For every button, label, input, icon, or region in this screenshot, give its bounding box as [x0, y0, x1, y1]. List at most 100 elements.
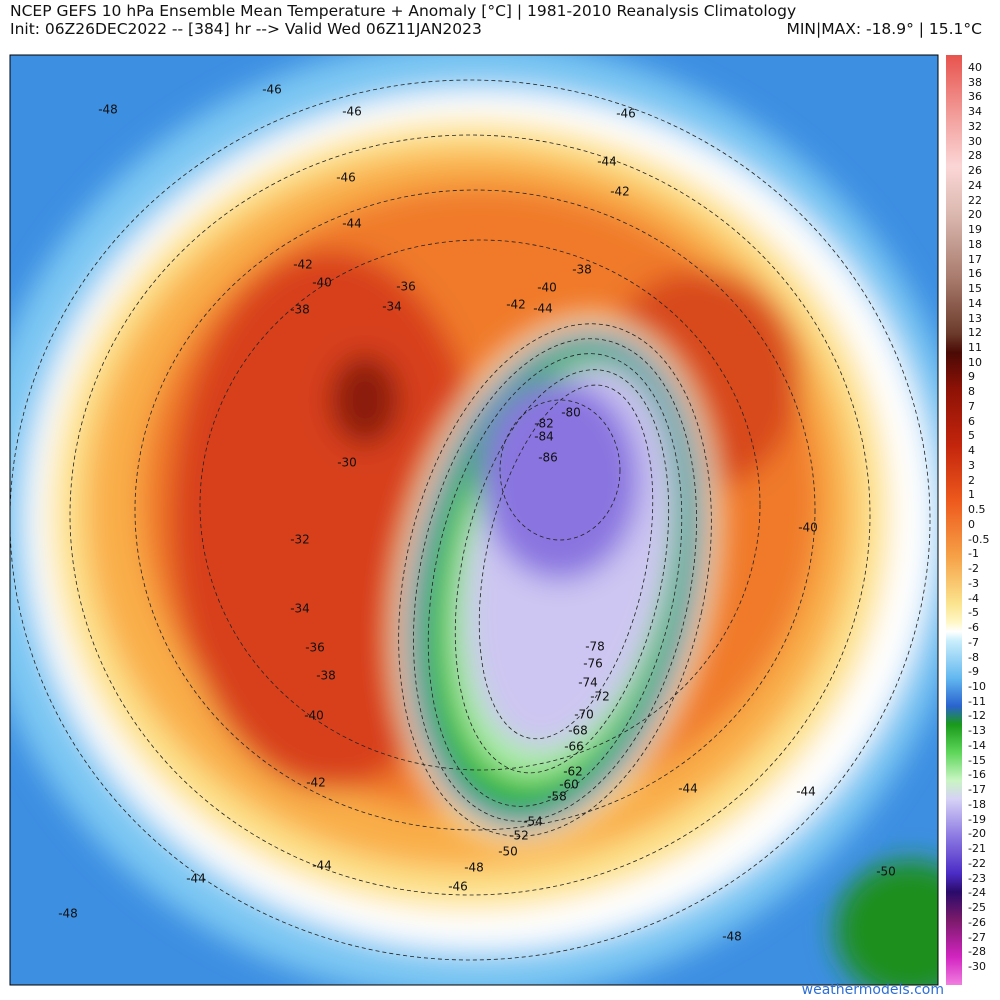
contour-label: -48: [98, 103, 118, 117]
contour-label: -50: [876, 865, 896, 879]
colorbar-label: 19: [968, 223, 982, 237]
colorbar-label: -3: [968, 576, 979, 590]
colorbar-label: -0.5: [968, 532, 990, 546]
colorbar-label: 16: [968, 267, 982, 281]
colorbar-label: 11: [968, 341, 982, 355]
colorbar-label: -18: [968, 797, 986, 811]
temperature-field: [10, 55, 938, 985]
colorbar-label: 2: [968, 473, 975, 487]
colorbar-label: -15: [968, 753, 986, 767]
contour-label: -50: [498, 845, 518, 859]
contour-label: -58: [547, 790, 567, 804]
colorbar-label: -14: [968, 738, 986, 752]
contour-label: -74: [578, 676, 598, 690]
contour-label: -42: [506, 298, 526, 312]
contours: [10, 79, 931, 961]
contour-label: -34: [290, 602, 310, 616]
contour-label: -72: [590, 690, 610, 704]
contour-label: -80: [561, 406, 581, 420]
colorbar-label: 15: [968, 282, 982, 296]
colorbar-label: 28: [968, 149, 982, 163]
contour-label: -36: [396, 280, 416, 294]
colorbar-label: 24: [968, 178, 982, 192]
contour-label: -42: [293, 258, 313, 272]
colorbar-label: -24: [968, 886, 986, 900]
colorbar-label: 7: [968, 399, 975, 413]
contour-label: -54: [523, 815, 543, 829]
colorbar-label: 14: [968, 296, 982, 310]
init-line: Init: 06Z26DEC2022 -- [384] hr --> Valid…: [10, 20, 482, 38]
colorbar-label: -30: [968, 960, 986, 973]
contour-label: -40: [312, 276, 332, 290]
colorbar-label: 36: [968, 90, 982, 104]
contour-label: -36: [305, 641, 325, 655]
colorbar-label: 40: [968, 61, 982, 74]
colorbar-label: 22: [968, 193, 982, 207]
contour-label: -52: [509, 829, 529, 843]
contour-label: -48: [464, 861, 484, 875]
colorbar-label: 20: [968, 208, 982, 222]
colorbar: [946, 55, 962, 985]
colorbar-label: -6: [968, 621, 979, 635]
contour-label: -62: [563, 765, 583, 779]
colorbar-label: 4: [968, 444, 975, 458]
contour-label: -40: [304, 709, 324, 723]
colorbar-label: 0.5: [968, 503, 986, 517]
colorbar-label: 18: [968, 237, 982, 251]
colorbar-label: -28: [968, 945, 986, 959]
colorbar-label: 32: [968, 119, 982, 133]
colorbar-label: -10: [968, 679, 986, 693]
contour-label: -44: [342, 217, 362, 231]
watermark: weathermodels.com: [801, 982, 944, 998]
contour-label: -78: [585, 640, 605, 654]
colorbar-label: 17: [968, 252, 982, 266]
contour-label: -44: [678, 782, 698, 796]
contour-label: -44: [597, 155, 617, 169]
colorbar-label: -8: [968, 650, 979, 664]
contour-label: -44: [533, 302, 553, 316]
contour-labels: -48-46-46 -46-44-46-44-42-42-40-38-36 -40-…: [58, 83, 896, 944]
colorbar-label: -4: [968, 591, 979, 605]
contour-label: -46: [262, 83, 282, 97]
contour-label: -42: [610, 185, 630, 199]
colorbar-label: -16: [968, 768, 986, 782]
contour-label: -76: [583, 657, 603, 671]
contour-label: -48: [722, 930, 742, 944]
contour-label: -40: [537, 281, 557, 295]
colorbar-label: -2: [968, 562, 979, 576]
colorbar-label: -11: [968, 694, 986, 708]
contour-label: -38: [290, 303, 310, 317]
colorbar-label: 0: [968, 517, 975, 531]
contour-label: -38: [316, 669, 336, 683]
contour-label: -46: [616, 107, 636, 121]
min-max: MIN|MAX: -18.9° | 15.1°C: [786, 20, 982, 38]
colorbar-label: -19: [968, 812, 986, 826]
colorbar-label: 5: [968, 429, 975, 443]
colorbar-label: -12: [968, 709, 986, 723]
contour-label: -34: [382, 300, 402, 314]
colorbar-label: -27: [968, 930, 986, 944]
colorbar-label: 6: [968, 414, 975, 428]
contour-label: -30: [337, 456, 357, 470]
contour-label: -48: [58, 907, 78, 921]
contour-label: -68: [568, 724, 588, 738]
header: NCEP GEFS 10 hPa Ensemble Mean Temperatu…: [10, 2, 982, 38]
colorbar-label: 12: [968, 326, 982, 340]
contour-label: -32: [290, 533, 310, 547]
colorbar-label: -26: [968, 915, 986, 929]
colorbar-label: 3: [968, 458, 975, 472]
colorbar-label: 1: [968, 488, 975, 502]
colorbar-label: 26: [968, 164, 982, 178]
contour-label: -86: [538, 451, 558, 465]
colorbar-label: -25: [968, 901, 986, 915]
contour-label: -42: [306, 776, 326, 790]
contour-label: -38: [572, 263, 592, 277]
contour-label: -46: [448, 880, 468, 894]
colorbar-label: 38: [968, 75, 982, 89]
colorbar-label: -7: [968, 635, 979, 649]
colorbar-label: -1: [968, 547, 979, 561]
title: NCEP GEFS 10 hPa Ensemble Mean Temperatu…: [10, 2, 797, 20]
colorbar-label: -21: [968, 842, 986, 856]
